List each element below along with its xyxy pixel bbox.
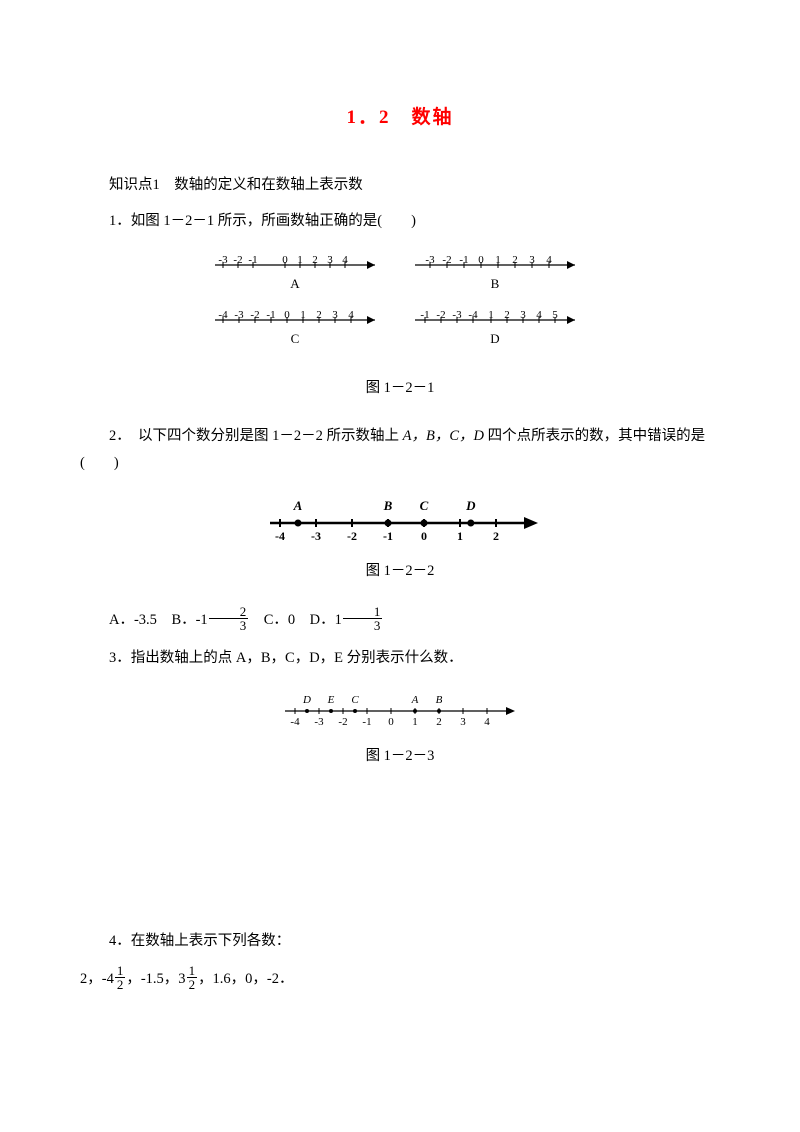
svg-text:-3: -3 bbox=[311, 529, 321, 543]
svg-text:1: 1 bbox=[457, 529, 463, 543]
svg-text:-1: -1 bbox=[383, 529, 393, 543]
fig-1-2-1-caption: 图 1－2－1 bbox=[80, 375, 720, 403]
fig-1-2-3-caption: 图 1－2－3 bbox=[80, 743, 720, 771]
ans-D: D．1 bbox=[310, 613, 342, 629]
svg-text:3: 3 bbox=[460, 716, 466, 728]
page: 1．2 数轴 知识点1 数轴的定义和在数轴上表示数 1．如图 1－2－1 所示，… bbox=[0, 0, 800, 1132]
q2-stem: 2． 以下四个数分别是图 1－2－2 所示数轴上 A，B，C，D 四个点所表示的… bbox=[80, 423, 720, 478]
svg-text:0: 0 bbox=[421, 529, 427, 543]
frac-1-2b: 12 bbox=[187, 964, 198, 991]
q2-points: A，B，C，D bbox=[403, 428, 484, 444]
svg-text:1: 1 bbox=[412, 716, 418, 728]
knowledge-point: 知识点1 数轴的定义和在数轴上表示数 bbox=[80, 172, 720, 200]
q4-stem: 4．在数轴上表示下列各数： bbox=[80, 928, 720, 956]
ans-B: B．-1 bbox=[171, 613, 207, 629]
figure-1-2-3: -4 -3 -2 -1 0 1 2 3 4 D E C A B bbox=[80, 683, 720, 733]
svg-text:D: D bbox=[465, 498, 476, 513]
fig-1-2-2-svg: -4 -3 -2 -1 0 1 2 A B C D bbox=[250, 488, 550, 548]
svg-text:-2: -2 bbox=[347, 529, 357, 543]
fig-1-2-3-svg: -4 -3 -2 -1 0 1 2 3 4 D E C A B bbox=[270, 683, 530, 733]
svg-text:-4: -4 bbox=[275, 529, 285, 543]
frac-1-3: 13 bbox=[343, 605, 383, 632]
svg-text:D: D bbox=[302, 694, 311, 706]
svg-text:D: D bbox=[490, 331, 499, 346]
ans-C: C．0 bbox=[264, 613, 295, 629]
q2-answers: A．-3.5 B．-123 C．0 D．113 bbox=[80, 605, 720, 635]
svg-text:-4: -4 bbox=[290, 716, 300, 728]
figure-1-2-1: -3-2-1 012 34 A -3-2-1 012 34 bbox=[80, 245, 720, 365]
numberline-D: -1-2-3-4 123 45 D bbox=[415, 309, 575, 346]
q3-stem: 3．指出数轴上的点 A，B，C，D，E 分别表示什么数． bbox=[80, 645, 720, 673]
page-title: 1．2 数轴 bbox=[80, 100, 720, 136]
svg-text:B: B bbox=[491, 276, 500, 291]
svg-text:C: C bbox=[420, 498, 429, 513]
svg-text:A: A bbox=[411, 694, 419, 706]
svg-text:-1: -1 bbox=[362, 716, 371, 728]
svg-text:0: 0 bbox=[388, 716, 394, 728]
frac-2-3: 23 bbox=[209, 605, 249, 632]
svg-text:2: 2 bbox=[493, 529, 499, 543]
numberline-A: -3-2-1 012 34 A bbox=[215, 254, 375, 291]
q4-numbers: 2，-412，-1.5，312，1.6，0，-2． bbox=[80, 964, 720, 994]
frac-1-2a: 12 bbox=[115, 964, 126, 991]
svg-text:A: A bbox=[293, 498, 303, 513]
spacer bbox=[80, 790, 720, 920]
q1-stem: 1．如图 1－2－1 所示，所画数轴正确的是( ) bbox=[80, 208, 720, 236]
svg-text:B: B bbox=[383, 498, 393, 513]
svg-text:A: A bbox=[290, 276, 300, 291]
fig-1-2-1-svg: -3-2-1 012 34 A -3-2-1 012 34 bbox=[205, 245, 595, 365]
figure-1-2-2: -4 -3 -2 -1 0 1 2 A B C D bbox=[80, 488, 720, 548]
svg-text:C: C bbox=[291, 331, 300, 346]
svg-text:E: E bbox=[327, 694, 335, 706]
svg-text:B: B bbox=[436, 694, 443, 706]
svg-text:-3: -3 bbox=[314, 716, 324, 728]
svg-text:4: 4 bbox=[484, 716, 490, 728]
svg-text:2: 2 bbox=[436, 716, 442, 728]
svg-text:-2: -2 bbox=[338, 716, 347, 728]
numberline-B: -3-2-1 012 34 B bbox=[415, 254, 575, 291]
ans-A: A．-3.5 bbox=[109, 613, 157, 629]
numberline-C: -4-3-2-1 012 34 C bbox=[215, 309, 375, 346]
q2-stem-a: 2． 以下四个数分别是图 1－2－2 所示数轴上 bbox=[109, 428, 399, 444]
svg-text:C: C bbox=[351, 694, 359, 706]
fig-1-2-2-caption: 图 1－2－2 bbox=[80, 558, 720, 586]
